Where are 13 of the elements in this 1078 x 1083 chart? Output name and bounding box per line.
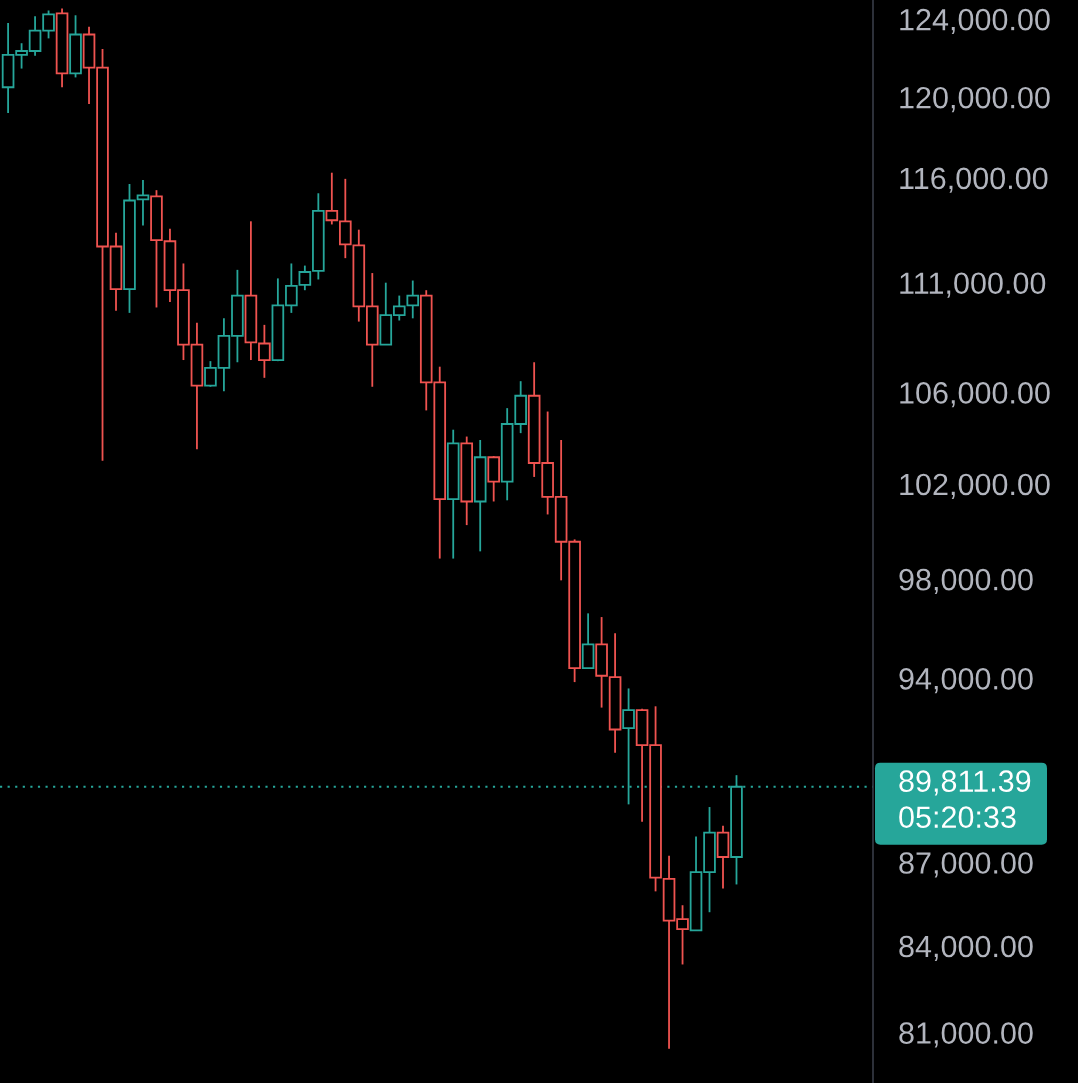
y-tick-label: 81,000.00 [899,1022,1033,1048]
ref-line-label: 89,811.39 [899,770,1031,796]
y-tick-label: 87,000.00 [899,852,1033,878]
y-tick-label: 102,000.00 [900,473,1050,499]
y-tick-label: 111,000.00 [900,272,1046,298]
text: 05:20:33 [899,806,1016,828]
y-tick-label: 106,000.00 [900,382,1050,408]
y-tick-label: 94,000.00 [899,668,1033,694]
y-tick-label: 98,000.00 [899,568,1033,595]
y-tick-label: 116,000.00 [900,167,1048,193]
y-tick-label: 84,000.00 [899,935,1033,961]
y-tick-label: 120,000.00 [900,86,1050,113]
y-tick-label: 124,000.00 [900,8,1050,35]
